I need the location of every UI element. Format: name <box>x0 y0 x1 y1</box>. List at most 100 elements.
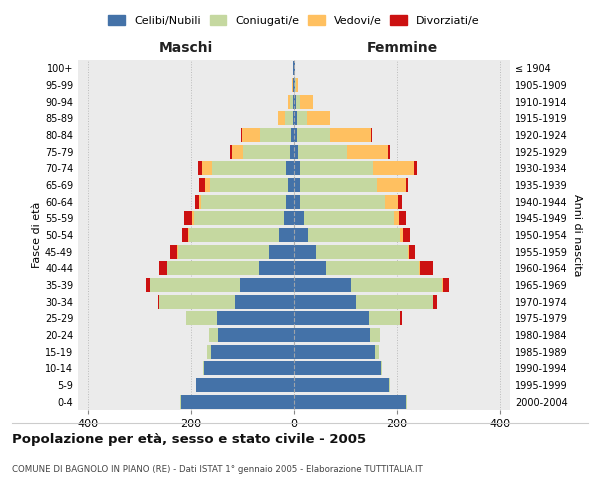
Bar <box>347 144 388 159</box>
Bar <box>300 194 385 209</box>
Bar <box>400 228 403 242</box>
Text: Popolazione per età, sesso e stato civile - 2005: Popolazione per età, sesso e stato civil… <box>12 432 366 446</box>
Bar <box>186 311 217 326</box>
Bar <box>285 112 293 126</box>
Bar <box>284 211 294 226</box>
Bar <box>294 194 300 209</box>
Bar <box>385 194 398 209</box>
Bar <box>294 361 382 376</box>
Bar <box>443 278 449 292</box>
Bar <box>293 94 294 109</box>
Bar <box>159 294 235 308</box>
Bar <box>170 244 177 259</box>
Bar <box>230 144 232 159</box>
Bar <box>195 194 199 209</box>
Bar <box>218 328 294 342</box>
Bar <box>296 128 330 142</box>
Bar <box>296 94 299 109</box>
Bar <box>296 112 307 126</box>
Bar <box>368 311 400 326</box>
Bar <box>394 211 400 226</box>
Bar <box>288 94 290 109</box>
Bar <box>209 328 218 342</box>
Bar <box>326 261 419 276</box>
Bar <box>217 311 294 326</box>
Bar <box>294 244 316 259</box>
Bar <box>403 228 410 242</box>
Bar <box>294 394 406 409</box>
Text: Maschi: Maschi <box>159 41 213 55</box>
Text: Femmine: Femmine <box>367 41 437 55</box>
Bar <box>204 361 294 376</box>
Bar <box>406 178 408 192</box>
Bar <box>196 378 294 392</box>
Bar <box>269 244 294 259</box>
Bar <box>241 128 242 142</box>
Y-axis label: Fasce di età: Fasce di età <box>32 202 42 268</box>
Bar <box>294 94 296 109</box>
Bar <box>408 244 409 259</box>
Bar <box>388 144 389 159</box>
Bar <box>415 162 417 175</box>
Bar <box>260 128 292 142</box>
Bar <box>158 294 159 308</box>
Bar <box>298 144 347 159</box>
Bar <box>409 244 415 259</box>
Bar <box>232 144 242 159</box>
Bar <box>199 194 202 209</box>
Bar <box>433 294 437 308</box>
Bar <box>356 294 433 308</box>
Bar <box>192 211 194 226</box>
Bar <box>167 261 259 276</box>
Bar <box>203 361 204 376</box>
Bar <box>278 112 285 126</box>
Bar <box>199 162 202 175</box>
Bar <box>146 278 150 292</box>
Bar <box>294 294 356 308</box>
Bar <box>300 162 373 175</box>
Bar <box>294 128 296 142</box>
Bar <box>181 394 294 409</box>
Bar <box>150 278 240 292</box>
Bar <box>294 178 300 192</box>
Bar <box>259 261 294 276</box>
Bar <box>194 211 284 226</box>
Bar <box>202 194 286 209</box>
Bar <box>242 144 290 159</box>
Bar <box>294 278 350 292</box>
Bar <box>316 244 408 259</box>
Bar <box>371 128 372 142</box>
Bar <box>400 311 402 326</box>
Bar <box>212 162 286 175</box>
Bar <box>182 228 188 242</box>
Bar <box>199 178 205 192</box>
Bar <box>295 78 296 92</box>
Bar <box>294 378 389 392</box>
Bar <box>288 178 294 192</box>
Bar <box>211 344 294 359</box>
Bar <box>286 162 294 175</box>
Bar <box>290 94 293 109</box>
Bar <box>292 128 294 142</box>
Bar <box>299 94 313 109</box>
Bar <box>294 112 296 126</box>
Bar <box>209 178 288 192</box>
Bar <box>294 144 298 159</box>
Bar <box>400 211 406 226</box>
Bar <box>350 278 442 292</box>
Bar <box>242 128 260 142</box>
Bar <box>294 162 300 175</box>
Bar <box>188 228 278 242</box>
Bar <box>205 178 209 192</box>
Bar <box>294 228 308 242</box>
Bar <box>307 112 330 126</box>
Bar <box>159 261 167 276</box>
Bar <box>294 328 370 342</box>
Bar <box>294 344 375 359</box>
Bar <box>377 178 406 192</box>
Bar <box>300 178 377 192</box>
Text: COMUNE DI BAGNOLO IN PIANO (RE) - Dati ISTAT 1° gennaio 2005 - Elaborazione TUTT: COMUNE DI BAGNOLO IN PIANO (RE) - Dati I… <box>12 466 423 474</box>
Bar <box>330 128 371 142</box>
Bar <box>290 144 294 159</box>
Bar <box>375 344 379 359</box>
